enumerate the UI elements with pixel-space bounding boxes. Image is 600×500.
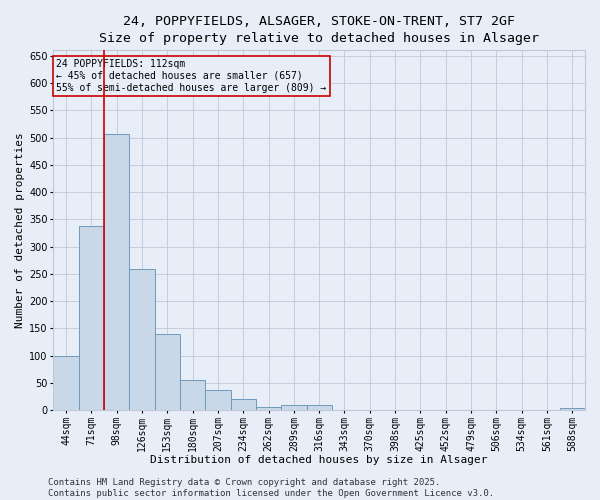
Bar [560, 408, 585, 410]
Bar [53, 356, 79, 410]
Bar [205, 390, 230, 410]
Bar [79, 226, 104, 410]
Bar [307, 404, 332, 410]
X-axis label: Distribution of detached houses by size in Alsager: Distribution of detached houses by size … [151, 455, 488, 465]
Bar [104, 134, 129, 410]
Bar [180, 380, 205, 410]
Bar [129, 270, 155, 410]
Bar [155, 334, 180, 410]
Text: Contains HM Land Registry data © Crown copyright and database right 2025.
Contai: Contains HM Land Registry data © Crown c… [48, 478, 494, 498]
Bar [281, 404, 307, 410]
Bar [256, 408, 281, 410]
Y-axis label: Number of detached properties: Number of detached properties [15, 132, 25, 328]
Title: 24, POPPYFIELDS, ALSAGER, STOKE-ON-TRENT, ST7 2GF
Size of property relative to d: 24, POPPYFIELDS, ALSAGER, STOKE-ON-TRENT… [99, 15, 539, 45]
Text: 24 POPPYFIELDS: 112sqm
← 45% of detached houses are smaller (657)
55% of semi-de: 24 POPPYFIELDS: 112sqm ← 45% of detached… [56, 60, 326, 92]
Bar [230, 399, 256, 410]
